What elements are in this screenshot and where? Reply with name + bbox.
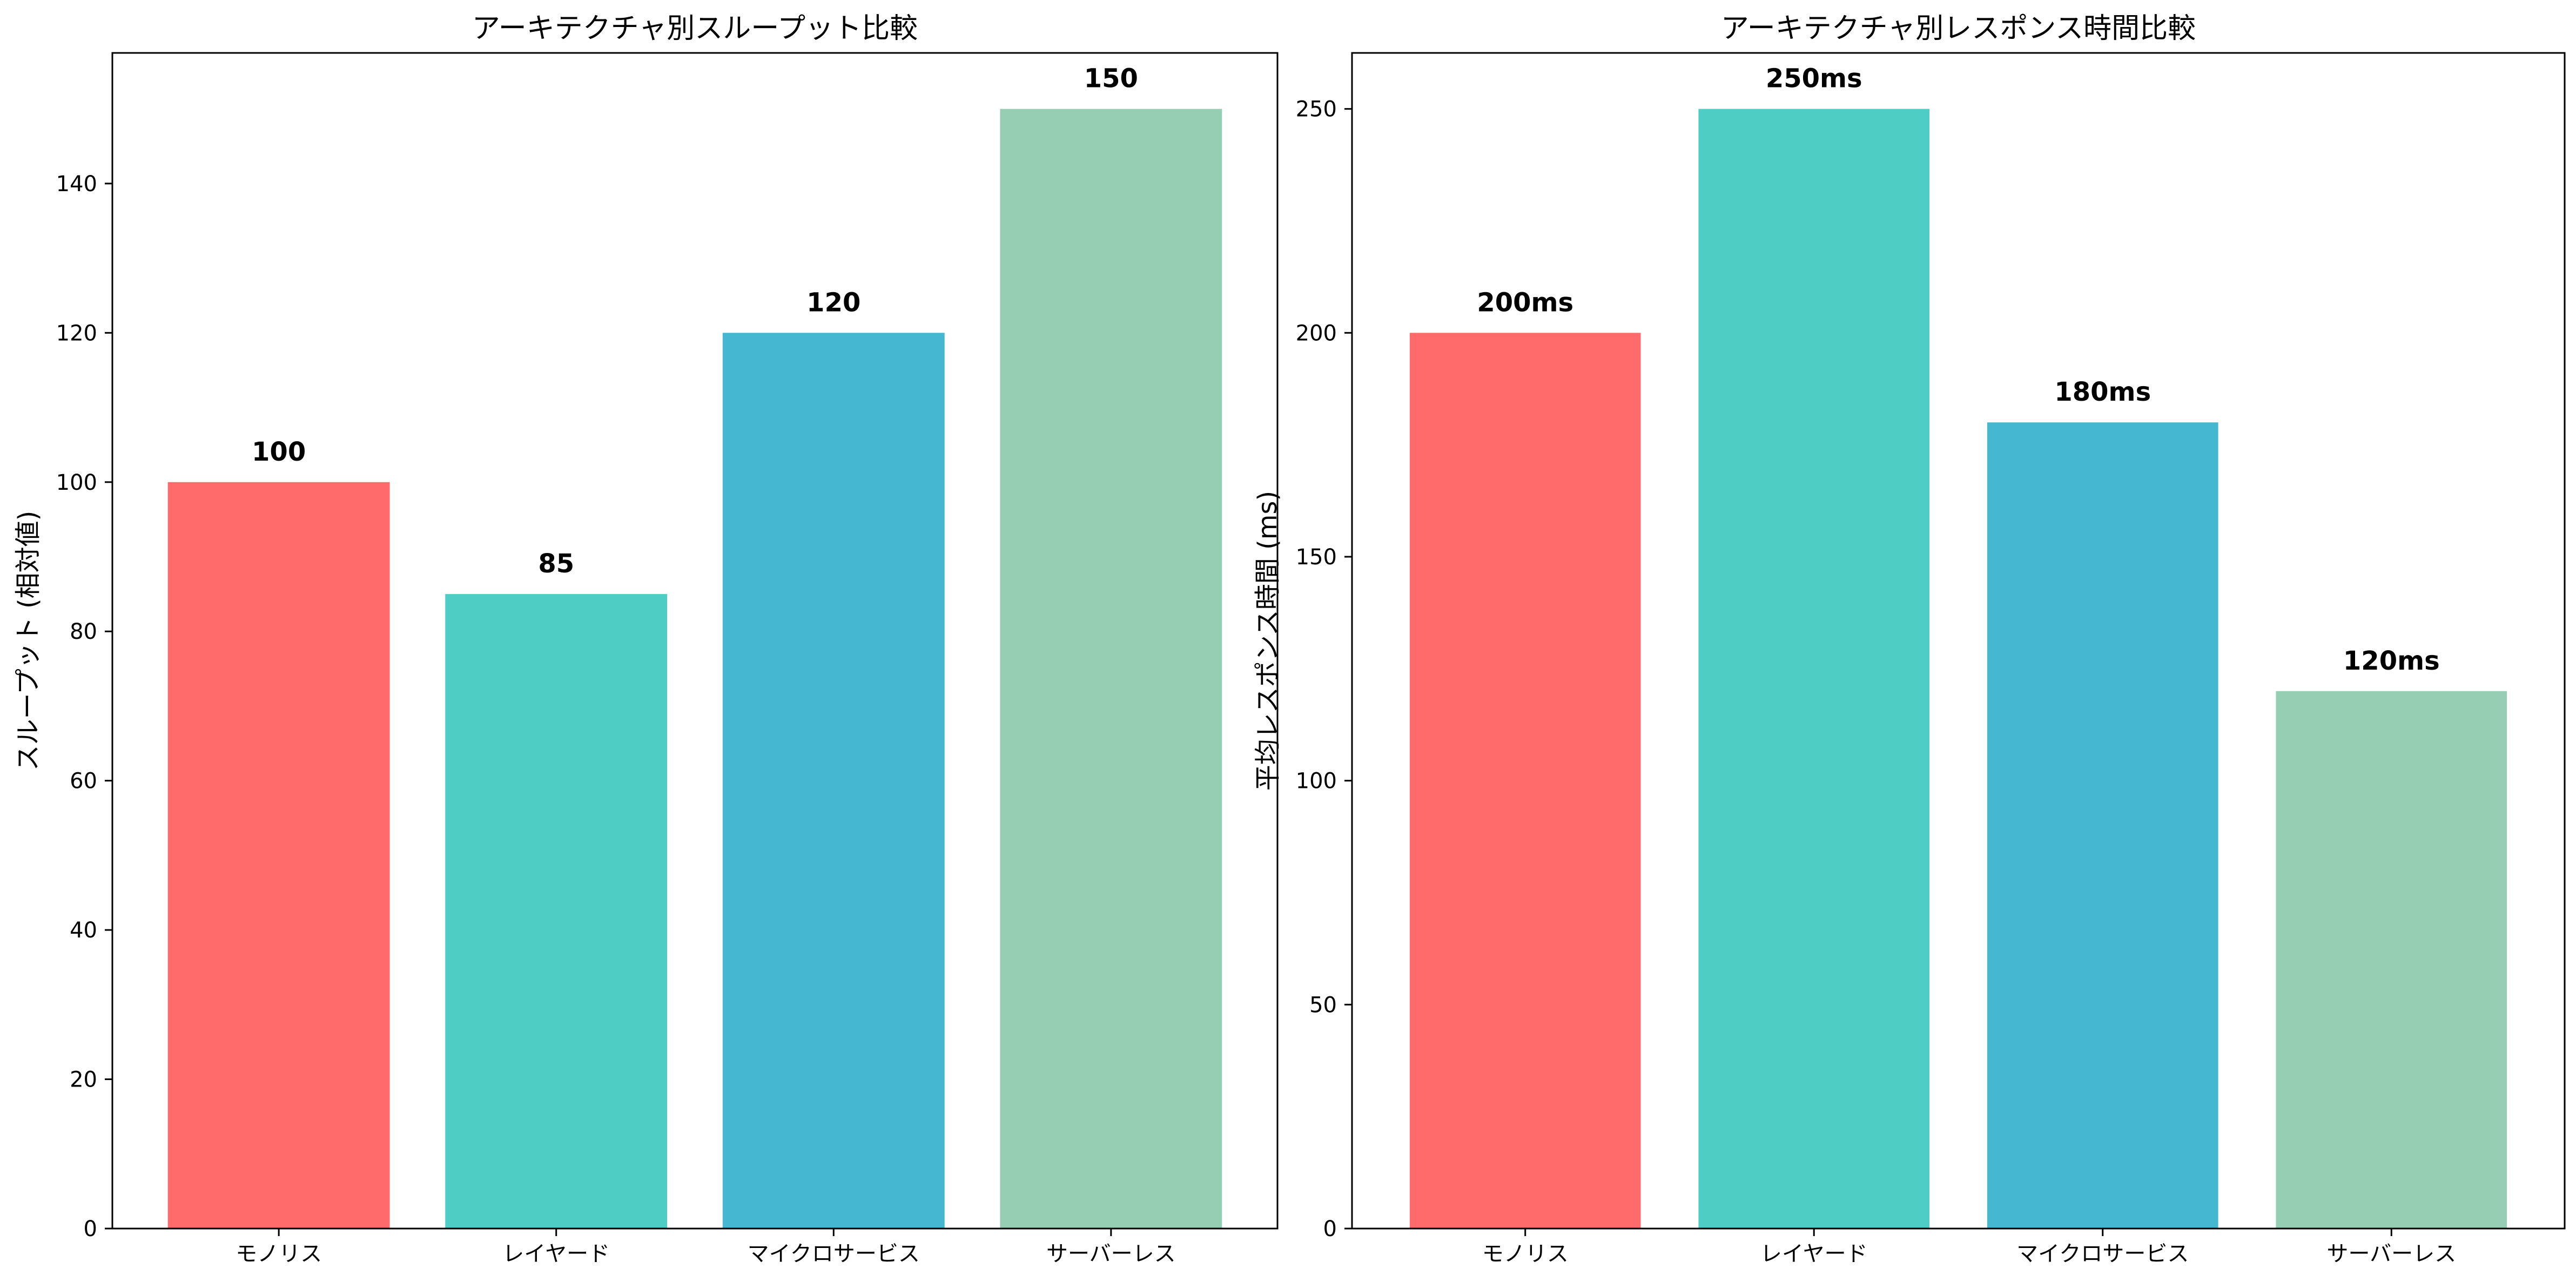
throughput-data-label-2: 120 <box>806 287 860 318</box>
throughput-bar-0 <box>167 482 390 1229</box>
response-time-chart-title: アーキテクチャ別レスポンス時間比較 <box>1721 12 2196 45</box>
throughput-bar-1 <box>445 594 668 1229</box>
response-time-data-label-2: 180ms <box>2054 377 2151 407</box>
throughput-y-tick-label-7: 140 <box>56 172 97 197</box>
throughput-data-label-3: 150 <box>1084 64 1138 94</box>
response-time-x-tick-label-0: モノリス <box>1482 1241 1569 1266</box>
throughput-y-axis-label: スループット (相対値) <box>13 511 43 771</box>
response-time-plot-frame <box>1351 52 2566 1230</box>
response-time-data-label-3: 120ms <box>2343 646 2440 676</box>
throughput-chart-title: アーキテクチャ別スループット比較 <box>472 12 918 45</box>
response-time-data-label-1: 250ms <box>1766 64 1862 94</box>
response-time-x-tick-label-3: サーバーレス <box>2326 1241 2456 1266</box>
response-time-y-tick-label-3: 150 <box>1296 545 1337 570</box>
throughput-x-axis: モノリス レイヤード マイクロサービス サーバーレス <box>236 1229 1176 1266</box>
response-time-bar-2 <box>1987 422 2218 1229</box>
response-time-bar-3 <box>2276 691 2507 1229</box>
throughput-y-tick-label-5: 100 <box>56 470 97 495</box>
throughput-data-label-1: 85 <box>538 549 574 579</box>
response-time-y-tick-label-5: 250 <box>1296 97 1337 122</box>
throughput-data-label-0: 100 <box>252 437 306 467</box>
throughput-y-tick-label-2: 40 <box>70 918 97 943</box>
response-time-x-axis: モノリス レイヤード マイクロサービス サーバーレス <box>1482 1229 2456 1266</box>
throughput-x-tick-label-0: モノリス <box>236 1241 322 1266</box>
response-time-y-tick-label-0: 0 <box>1323 1217 1337 1241</box>
throughput-y-axis: 0 20 40 60 80 100 120 140 <box>56 172 112 1241</box>
response-time-data-labels: 200ms 250ms 180ms 120ms <box>1477 64 2439 676</box>
throughput-bars <box>167 109 1222 1229</box>
response-time-bar-1 <box>1698 109 1930 1229</box>
response-time-y-tick-label-1: 50 <box>1309 993 1337 1017</box>
throughput-y-tick-label-0: 0 <box>84 1217 97 1241</box>
throughput-data-labels: 100 85 120 150 <box>252 64 1138 579</box>
response-time-data-label-0: 200ms <box>1477 287 1573 318</box>
throughput-chart: アーキテクチャ別スループット比較 スループット (相対値) 100 85 120 15… <box>13 12 1279 1266</box>
throughput-y-tick-label-4: 80 <box>70 619 97 644</box>
throughput-y-tick-label-1: 20 <box>70 1068 97 1092</box>
response-time-x-tick-label-1: レイヤード <box>1760 1241 1868 1266</box>
throughput-bar-3 <box>1000 109 1222 1229</box>
throughput-plot-frame <box>111 52 1279 1230</box>
throughput-x-tick-label-1: レイヤード <box>502 1241 610 1266</box>
throughput-x-tick-label-2: マイクロサービス <box>748 1241 920 1266</box>
response-time-y-axis-label: 平均レスポンス時間 (ms) <box>1253 491 1283 791</box>
response-time-y-tick-label-4: 200 <box>1296 321 1337 346</box>
throughput-bar-2 <box>722 333 945 1229</box>
response-time-y-tick-label-2: 100 <box>1296 769 1337 794</box>
throughput-y-tick-label-6: 120 <box>56 321 97 346</box>
response-time-x-tick-label-2: マイクロサービス <box>2016 1241 2189 1266</box>
throughput-y-tick-label-3: 60 <box>70 769 97 794</box>
response-time-bar-0 <box>1409 333 1641 1229</box>
response-time-bars <box>1409 109 2507 1229</box>
response-time-y-axis: 0 50 100 150 200 250 <box>1296 97 1352 1241</box>
response-time-chart: アーキテクチャ別レスポンス時間比較 平均レスポンス時間 (ms) 200ms 25… <box>1253 12 2566 1266</box>
throughput-x-tick-label-3: サーバーレス <box>1046 1241 1176 1266</box>
